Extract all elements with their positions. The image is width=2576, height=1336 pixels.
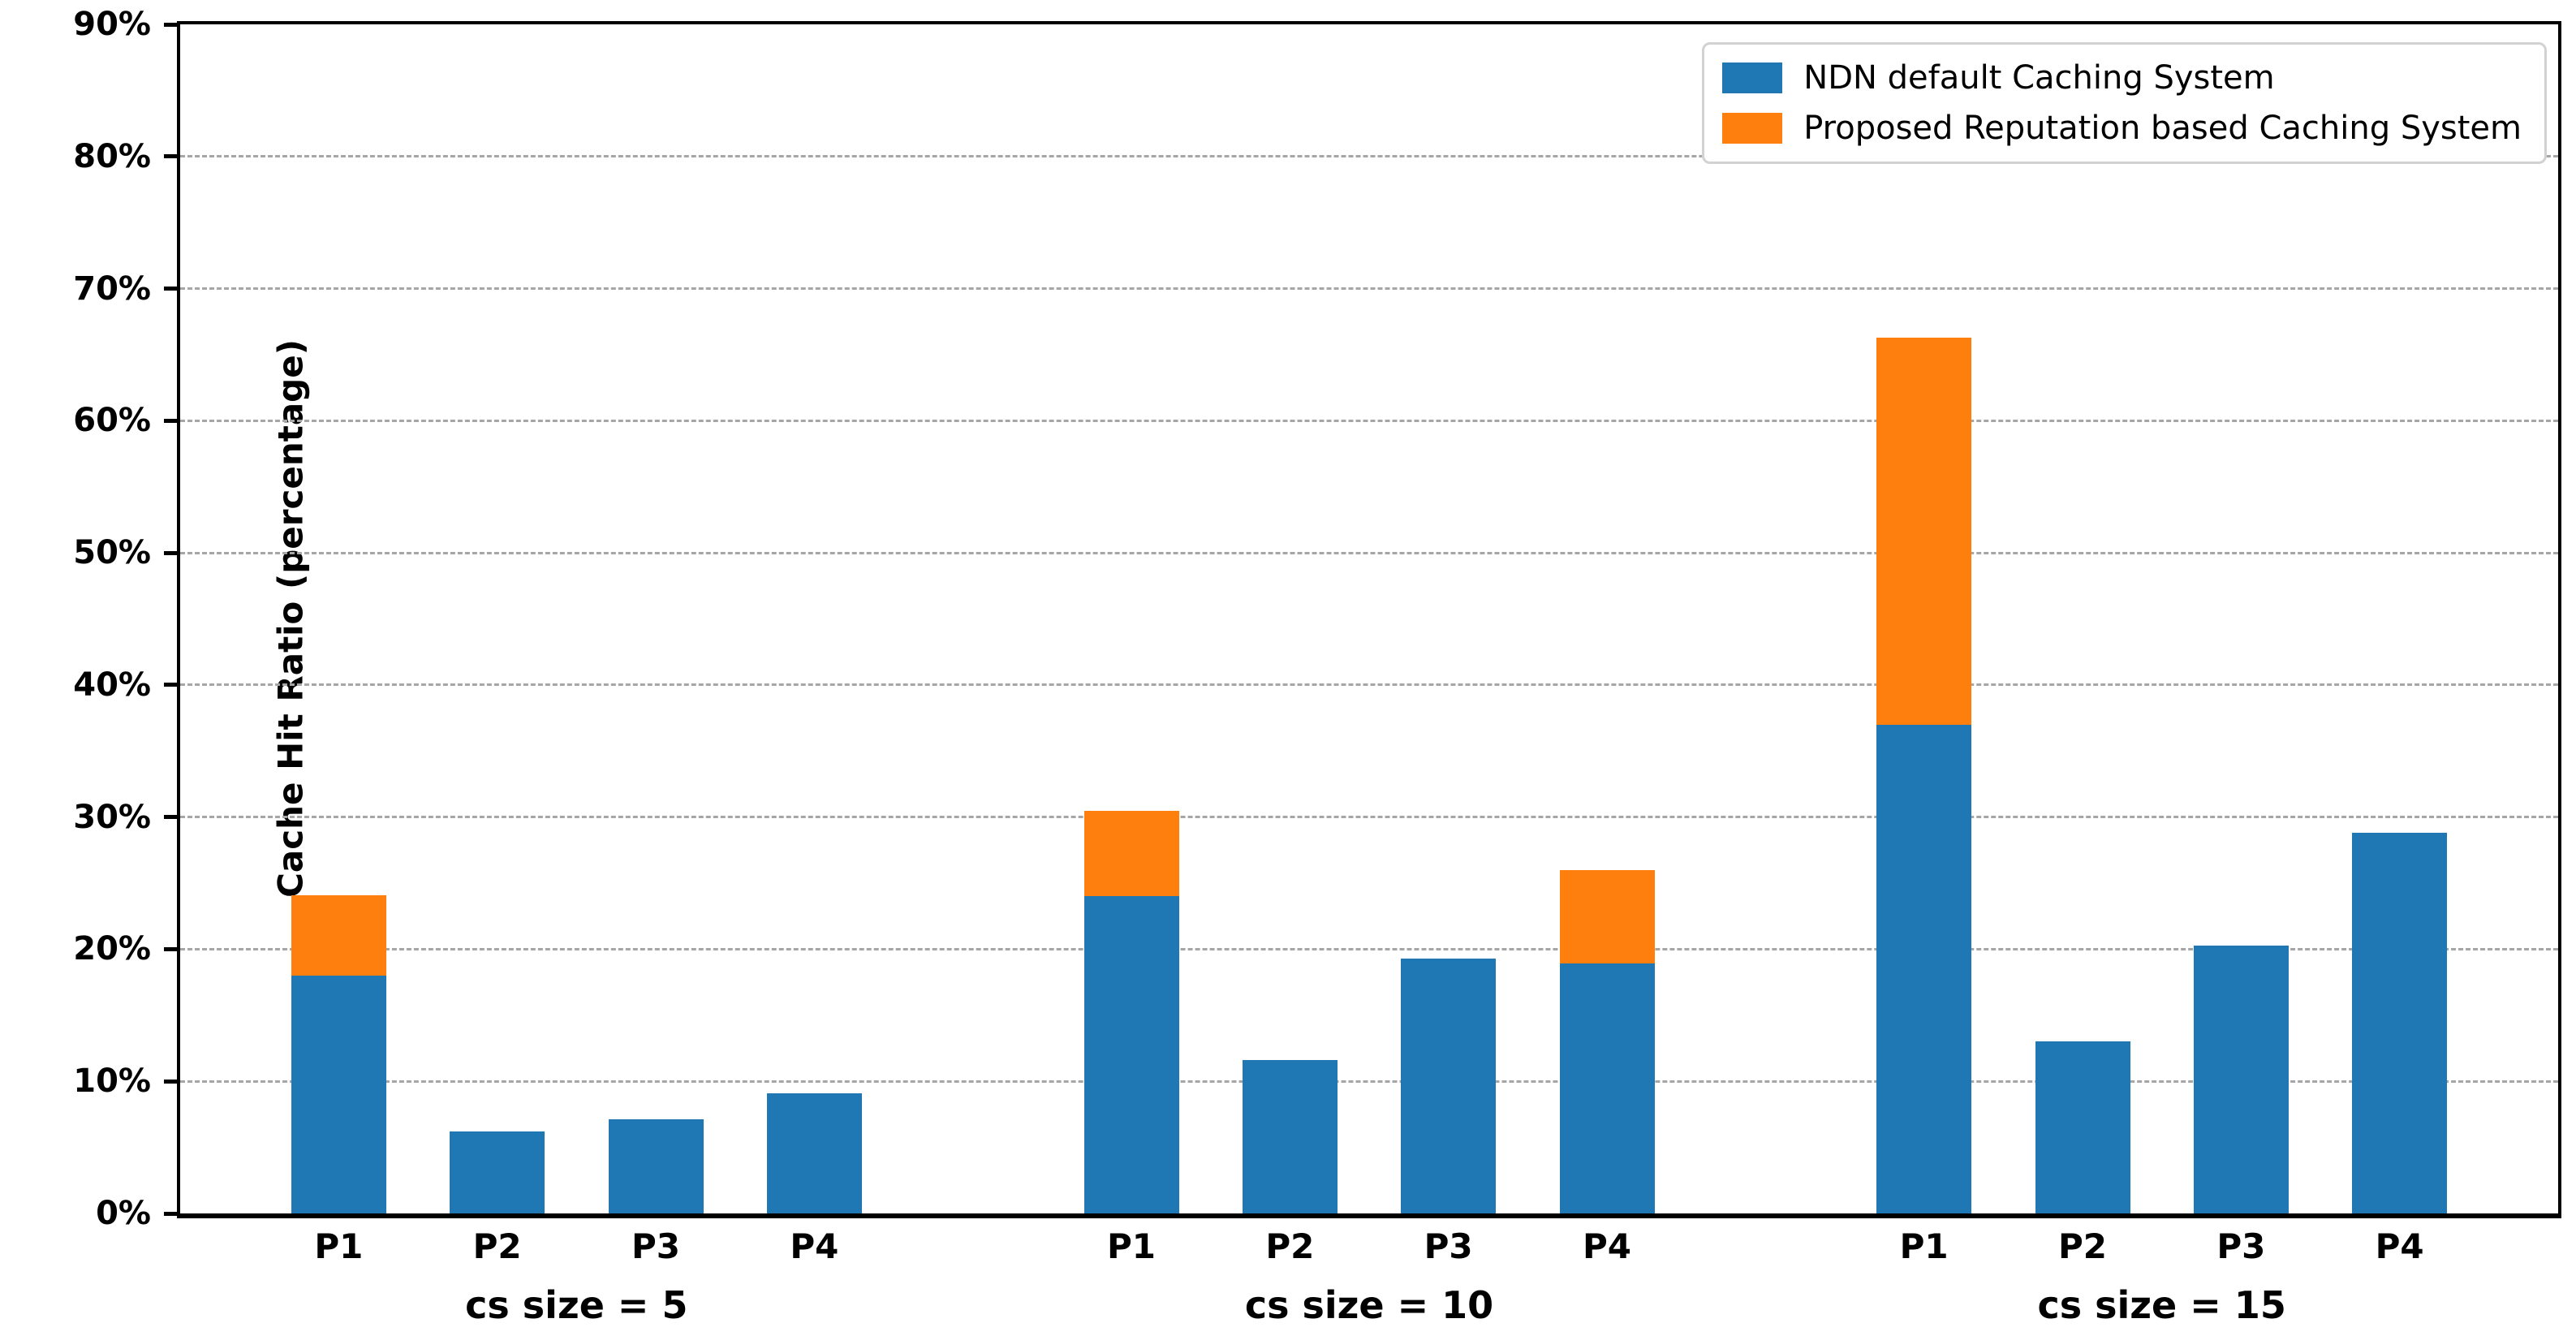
- x-label-cs5-P1: P1: [314, 1226, 364, 1266]
- bar-cs15-P1-proposed-reputation: [1876, 337, 1972, 725]
- bar-cs5-P3-ndn-default: [608, 1119, 704, 1213]
- x-label-cs10-P4: P4: [1582, 1226, 1632, 1266]
- y-tick-90: [164, 22, 177, 27]
- y-tick-30: [164, 815, 177, 820]
- y-tick-label-60: 60%: [73, 402, 151, 440]
- bar-cs10-P3-ndn-default: [1401, 958, 1497, 1213]
- y-tick-10: [164, 1079, 177, 1084]
- y-tick-label-70: 70%: [73, 269, 151, 308]
- gridline-10: [180, 1080, 2558, 1083]
- legend-item-ndn-default: NDN default Caching System: [1722, 59, 2522, 97]
- group-label-cs5: cs size = 5: [465, 1283, 688, 1327]
- x-label-cs15-P2: P2: [2057, 1226, 2108, 1266]
- bar-cs5-P4-ndn-default: [766, 1093, 862, 1213]
- x-label-cs15-P1: P1: [1899, 1226, 1949, 1266]
- x-label-cs15-P4: P4: [2375, 1226, 2424, 1266]
- legend-label-ndn-default: NDN default Caching System: [1803, 59, 2275, 97]
- bar-cs5-P1-ndn-default: [291, 976, 386, 1213]
- bar-cs10-P4-ndn-default: [1559, 963, 1655, 1213]
- y-tick-label-80: 80%: [73, 137, 151, 175]
- gridline-40: [180, 683, 2558, 687]
- x-label-cs10-P3: P3: [1424, 1226, 1473, 1266]
- y-tick-40: [164, 683, 177, 687]
- x-label-cs5-P3: P3: [631, 1226, 681, 1266]
- bar-cs5-P2-ndn-default: [450, 1131, 545, 1213]
- y-tick-80: [164, 154, 177, 159]
- gridline-60: [180, 419, 2558, 422]
- y-tick-60: [164, 418, 177, 423]
- bar-cs15-P4-ndn-default: [2352, 833, 2448, 1213]
- bar-cs5-P1-proposed-reputation: [291, 894, 386, 976]
- legend-label-proposed-reputation: Proposed Reputation based Caching System: [1803, 110, 2522, 147]
- bar-cs15-P2-ndn-default: [2035, 1041, 2130, 1213]
- gridline-30: [180, 816, 2558, 819]
- gridline-70: [180, 287, 2558, 291]
- bar-cs15-P1-ndn-default: [1876, 724, 1972, 1213]
- y-tick-70: [164, 287, 177, 291]
- group-label-cs15: cs size = 15: [2037, 1283, 2286, 1327]
- y-tick-0: [164, 1211, 177, 1216]
- y-tick-label-0: 0%: [96, 1195, 151, 1232]
- bar-cs15-P3-ndn-default: [2193, 945, 2289, 1213]
- bar-cs10-P1-proposed-reputation: [1083, 810, 1179, 897]
- gridline-80: [180, 155, 2558, 158]
- x-label-cs15-P3: P3: [2216, 1226, 2266, 1266]
- gridline-20: [180, 947, 2558, 950]
- y-tick-label-10: 10%: [73, 1062, 151, 1101]
- y-tick-label-50: 50%: [73, 534, 151, 572]
- x-label-cs5-P4: P4: [790, 1226, 839, 1266]
- bar-cs10-P1-ndn-default: [1083, 896, 1179, 1213]
- x-label-cs5-P2: P2: [472, 1226, 522, 1266]
- x-label-cs10-P1: P1: [1106, 1226, 1157, 1266]
- legend-swatch-ndn-default: [1722, 62, 1783, 93]
- x-label-cs10-P2: P2: [1265, 1226, 1315, 1266]
- y-tick-50: [164, 550, 177, 555]
- y-tick-label-40: 40%: [73, 666, 151, 704]
- plot-area: 0% 10% 20% 30% 40% 50% 60% 70% 80% 90% P1 P2 P3 P4 cs …: [73, 6, 2561, 1327]
- legend: NDN default Caching System Proposed Reput…: [1702, 42, 2547, 164]
- y-tick-label-20: 20%: [73, 930, 151, 968]
- bar-cs10-P2-ndn-default: [1242, 1060, 1338, 1213]
- bar-cs10-P4-proposed-reputation: [1559, 869, 1655, 964]
- y-tick-20: [164, 946, 177, 951]
- y-tick-label-90: 90%: [73, 6, 151, 43]
- legend-swatch-proposed-reputation: [1722, 113, 1783, 144]
- gridline-50: [180, 551, 2558, 554]
- legend-item-proposed-reputation: Proposed Reputation based Caching System: [1722, 110, 2522, 147]
- group-label-cs10: cs size = 10: [1244, 1283, 1494, 1327]
- y-tick-label-30: 30%: [73, 798, 151, 836]
